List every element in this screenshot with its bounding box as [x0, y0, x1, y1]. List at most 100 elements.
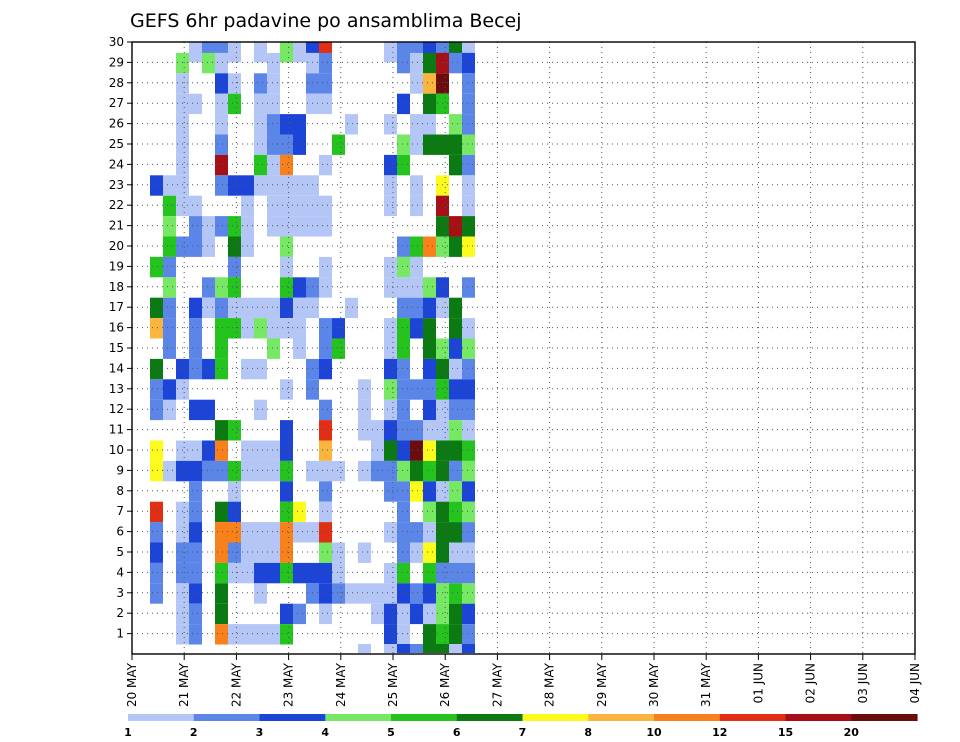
y-tick-label: 2 [116, 606, 124, 620]
heatmap-cell [410, 52, 423, 74]
heatmap-cell [254, 399, 267, 421]
heatmap-cell [462, 460, 475, 482]
heatmap-cell [241, 460, 254, 482]
x-tick-label: 04 JUN [908, 663, 922, 703]
heatmap-cell [189, 216, 202, 237]
heatmap-cell [150, 379, 163, 400]
heatmap-cell [371, 440, 384, 461]
y-tick-label: 11 [109, 423, 124, 437]
heatmap-cell [462, 522, 475, 543]
heatmap-cell [462, 583, 475, 604]
heatmap-cell [150, 501, 163, 523]
heatmap-cell [319, 277, 332, 298]
heatmap-cell [189, 542, 202, 563]
heatmap-cell [449, 460, 462, 482]
heatmap-cell [436, 134, 449, 155]
y-tick-label: 6 [116, 525, 124, 539]
heatmap-cell [293, 134, 306, 155]
x-tick-label: 23 MAY [282, 662, 296, 707]
heatmap-cell [189, 338, 202, 359]
heatmap-cell [319, 338, 332, 359]
heatmap-cell [436, 297, 449, 319]
heatmap-cell [384, 583, 397, 604]
heatmap-cell [241, 318, 254, 339]
x-tick-label: 27 MAY [490, 662, 504, 707]
heatmap-cell [449, 379, 462, 400]
heatmap-cell [189, 93, 202, 115]
heatmap-cell [228, 216, 241, 237]
heatmap-cell [397, 318, 410, 339]
plot-grid [132, 42, 915, 654]
colorbar-label: 2 [190, 726, 198, 739]
heatmap-cell [176, 358, 189, 380]
heatmap-cell [241, 216, 254, 237]
heatmap-cell [410, 297, 423, 319]
heatmap-cell [254, 93, 267, 115]
heatmap-cell [449, 603, 462, 625]
colorbar-label: 8 [584, 726, 592, 739]
heatmap-cell [280, 175, 293, 196]
heatmap-cell [423, 358, 436, 380]
heatmap-cell [228, 42, 241, 63]
heatmap-cell [319, 501, 332, 523]
heatmap-cell [293, 318, 306, 339]
y-axis: 1234567891011121314151617181920212223242… [109, 35, 132, 641]
heatmap-cell [319, 603, 332, 625]
colorbar-label: 1 [124, 726, 132, 739]
heatmap-cell [397, 644, 410, 653]
heatmap-cell [280, 216, 293, 237]
heatmap-cell [397, 624, 410, 645]
heatmap-cell [397, 460, 410, 482]
heatmap-cell [293, 501, 306, 523]
heatmap-cell [436, 440, 449, 461]
heatmap-cell [293, 175, 306, 196]
heatmap-cell [280, 420, 293, 441]
heatmap-cell [358, 644, 371, 653]
heatmap-cell [410, 460, 423, 482]
heatmap-cell [462, 420, 475, 441]
colorbar-label: 10 [646, 726, 662, 739]
heatmap-cell [384, 603, 397, 625]
heatmap-cell [215, 154, 228, 176]
heatmap-cell [280, 154, 293, 176]
heatmap-cell [462, 175, 475, 196]
heatmap-cell [150, 358, 163, 380]
heatmap-cell [267, 114, 280, 135]
heatmap-cell [267, 440, 280, 461]
heatmap-cell [267, 624, 280, 645]
heatmap-cell [189, 318, 202, 339]
colorbar-label: 5 [387, 726, 395, 739]
heatmap-cell [150, 583, 163, 604]
heatmap-cell [436, 542, 449, 563]
heatmap-cell [449, 297, 462, 319]
heatmap-cell [319, 399, 332, 421]
colorbar-label: 7 [519, 726, 527, 739]
heatmap-cell [254, 562, 267, 584]
heatmap-cell [319, 481, 332, 502]
heatmap-cell [189, 42, 202, 63]
x-axis: 20 MAY 21 MAY 22 MAY 23 MAY 24 MAY 25 MAY 26 M… [125, 654, 922, 707]
heatmap-cell [293, 216, 306, 237]
heatmap-cell [410, 175, 423, 196]
heatmap-cell [228, 420, 241, 441]
heatmap-cell [384, 358, 397, 380]
heatmap-cell [449, 440, 462, 461]
heatmap-cell [306, 522, 319, 543]
heatmap-cell [189, 440, 202, 461]
heatmap-cell [241, 297, 254, 319]
heatmap-cell [449, 154, 462, 176]
heatmap-cell [397, 358, 410, 380]
heatmap-cell [332, 583, 345, 604]
y-tick-label: 16 [109, 321, 124, 335]
heatmap-cell [228, 624, 241, 645]
colorbar-label: 12 [712, 726, 727, 739]
y-tick-label: 5 [116, 545, 124, 559]
y-tick-label: 29 [109, 55, 124, 69]
y-tick-label: 10 [109, 443, 124, 457]
colorbar-label: 20 [844, 726, 860, 739]
y-tick-label: 3 [116, 586, 124, 600]
heatmap-cell [176, 134, 189, 155]
heatmap-cell [280, 542, 293, 563]
heatmap-cell [176, 73, 189, 94]
heatmap-cell [228, 73, 241, 94]
